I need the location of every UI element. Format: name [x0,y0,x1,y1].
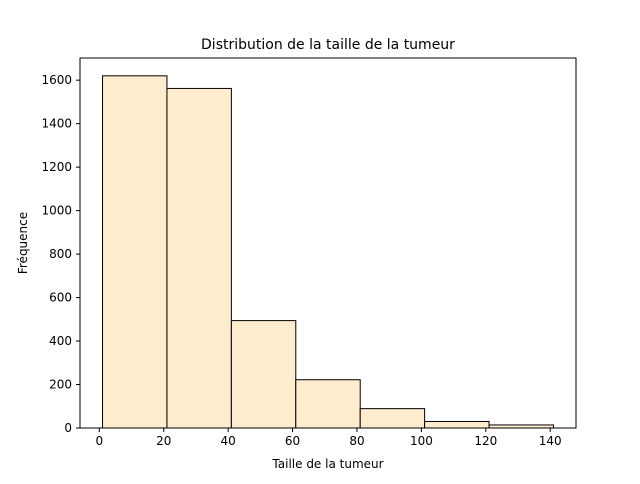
bars-layer [102,75,554,429]
x-tick-label-2: 40 [221,434,236,448]
histogram-bar-3 [295,379,361,429]
y-axis-ticks: 0 200 400 600 800 1000 1200 1400 1600 [41,73,80,435]
x-axis-ticks: 0 20 40 60 80 100 120 140 [96,428,562,448]
histogram-bar-0 [102,75,168,429]
y-axis-label: Fréquence [16,212,30,274]
histogram-bar-4 [359,408,426,429]
y-tick-label-8: 1600 [41,73,72,87]
x-tick-label-3: 60 [285,434,300,448]
histogram-bar-2 [230,320,297,429]
x-axis-label: Taille de la tumeur [271,457,383,471]
y-tick-label-0: 0 [64,421,72,435]
y-tick-label-5: 1000 [41,204,72,218]
y-tick-label-1: 200 [49,378,72,392]
chart-title: Distribution de la taille de la tumeur [201,37,455,53]
x-tick-label-7: 140 [539,434,562,448]
x-tick-label-4: 80 [349,434,364,448]
x-tick-label-5: 100 [410,434,433,448]
axes-frame [79,57,577,429]
y-tick-label-7: 1400 [41,117,72,131]
x-tick-label-1: 20 [156,434,171,448]
y-tick-label-3: 600 [49,291,72,305]
y-tick-label-2: 400 [49,334,72,348]
x-tick-label-0: 0 [96,434,104,448]
x-tick-label-6: 120 [474,434,497,448]
y-tick-label-4: 800 [49,247,72,261]
histogram-bar-5 [424,420,490,429]
histogram-bar-1 [166,87,232,429]
y-tick-label-6: 1200 [41,160,72,174]
